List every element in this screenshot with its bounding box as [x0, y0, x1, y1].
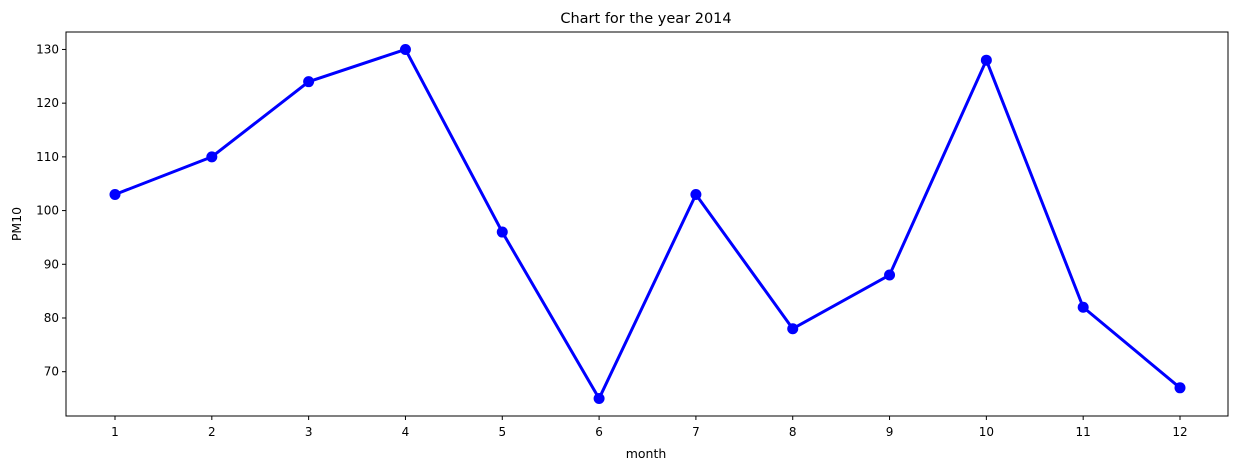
data-point	[303, 76, 315, 88]
data-point	[206, 151, 218, 163]
y-tick-label: 100	[36, 204, 59, 218]
y-tick-label: 80	[44, 311, 59, 325]
x-tick-label: 4	[402, 425, 410, 439]
x-axis-label: month	[626, 446, 667, 461]
chart-title: Chart for the year 2014	[560, 11, 731, 27]
x-tick-label: 8	[789, 425, 797, 439]
data-point	[593, 393, 605, 405]
x-tick-label: 3	[305, 425, 313, 439]
x-tick-label: 10	[979, 425, 994, 439]
x-tick-label: 12	[1172, 425, 1187, 439]
data-point	[1174, 382, 1186, 394]
y-tick-label: 120	[36, 96, 59, 110]
data-point	[1077, 301, 1089, 313]
x-axis-ticks: 1 2 3 4 5 6 7 8 9 10 11 12	[111, 416, 1188, 439]
x-tick-label: 11	[1076, 425, 1091, 439]
x-tick-label: 7	[692, 425, 700, 439]
series-group	[109, 43, 1186, 405]
data-point	[399, 43, 411, 55]
x-tick-label: 6	[595, 425, 603, 439]
y-tick-label: 130	[36, 42, 59, 56]
data-point	[690, 188, 702, 200]
y-axis-label: PM10	[9, 207, 24, 241]
y-tick-label: 70	[44, 365, 59, 379]
data-point	[884, 269, 896, 281]
y-tick-label: 90	[44, 257, 59, 271]
y-tick-label: 110	[36, 150, 59, 164]
plot-area-frame	[65, 31, 1229, 417]
x-tick-label: 9	[886, 425, 894, 439]
data-point	[787, 323, 799, 335]
x-tick-label: 1	[111, 425, 119, 439]
y-axis-ticks: 70 80 90 100 110 120 130	[36, 42, 66, 379]
x-tick-label: 5	[498, 425, 506, 439]
series-line	[113, 47, 1182, 401]
data-point	[980, 54, 992, 66]
x-tick-label: 2	[208, 425, 216, 439]
data-point	[496, 226, 508, 238]
data-point	[109, 188, 121, 200]
